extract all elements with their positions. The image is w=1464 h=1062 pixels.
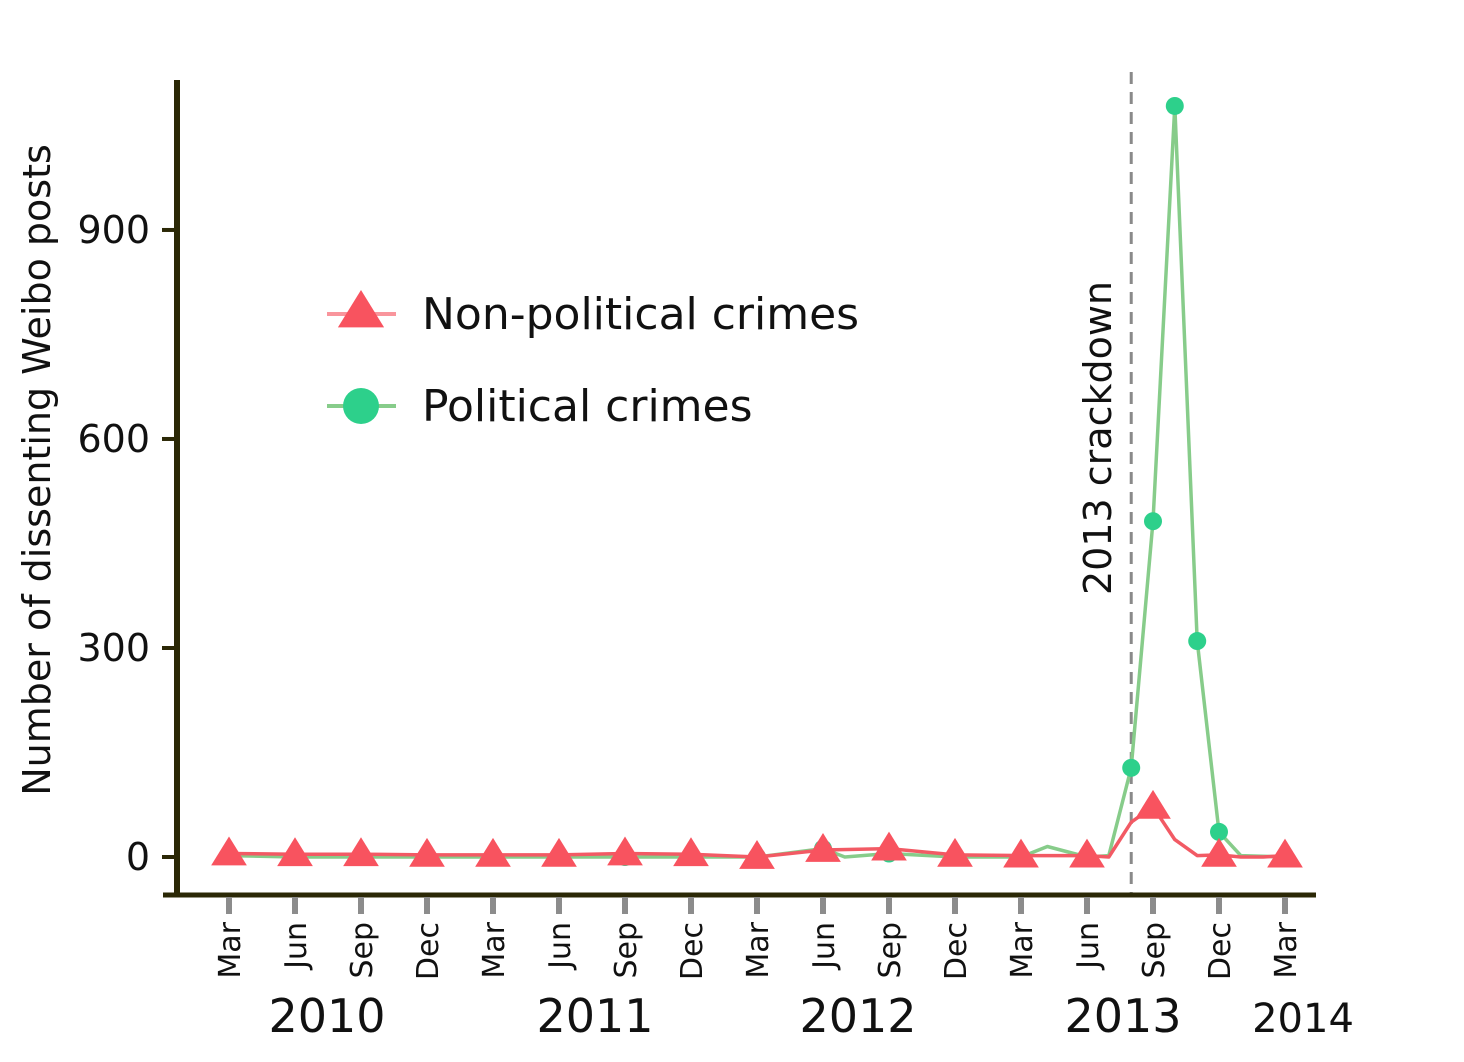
data-point: [673, 837, 709, 867]
x-tick-label: Dec: [411, 922, 446, 980]
x-tick-label: Dec: [675, 922, 710, 980]
data-point: [1201, 837, 1237, 867]
data-point: [541, 837, 577, 867]
data-point: [1122, 758, 1141, 777]
x-tick-label: Dec: [939, 922, 974, 980]
x-year-label: 2011: [536, 989, 653, 1043]
legend: Non-political crimes Political crimes: [327, 289, 859, 432]
data-point: [1003, 838, 1039, 868]
x-tick-label: Mar: [477, 921, 512, 978]
x-tick-label: Dec: [1203, 922, 1238, 980]
legend-label: Non-political crimes: [422, 289, 859, 340]
y-tick-label: 900: [77, 208, 150, 252]
y-tick-label: 300: [77, 626, 150, 670]
legend-item-non-political: Non-political crimes: [327, 289, 859, 340]
x-tick-label: Mar: [1269, 921, 1304, 978]
data-point: [277, 837, 313, 867]
x-tick-label: Jun: [279, 922, 314, 971]
legend-marker: [337, 290, 385, 328]
data-point: [409, 837, 445, 867]
legend-marker: [343, 388, 379, 424]
data-point: [211, 836, 247, 866]
series-layer: [211, 96, 1303, 869]
data-point: [937, 837, 973, 867]
x-tick-label: Mar: [741, 921, 776, 978]
x-tick-label: Sep: [609, 922, 644, 979]
x-year-label: 2010: [268, 989, 385, 1043]
x-year-label: 2013: [1064, 989, 1181, 1043]
x-tick-label: Sep: [1137, 922, 1172, 979]
x-tick-label: Sep: [345, 922, 380, 979]
series-line: [228, 104, 1286, 859]
data-point: [475, 837, 511, 867]
x-tick-label: Jun: [543, 922, 578, 971]
data-point: [1144, 512, 1162, 531]
x-tick-label: Mar: [213, 921, 248, 978]
data-point: [1069, 838, 1105, 868]
y-axis-title: Number of dissenting Weibo posts: [15, 144, 59, 796]
data-point: [1165, 96, 1184, 115]
data-point: [1210, 822, 1228, 841]
axes-layer: 0 300 600 900 Number of dissenting Weibo pos…: [15, 80, 1354, 1043]
crackdown-label: 2013 crackdown: [1076, 281, 1120, 595]
x-tick-label: Jun: [1071, 922, 1106, 971]
x-year-label: 2012: [799, 989, 916, 1043]
data-point: [1135, 789, 1171, 819]
legend-item-political: Political crimes: [327, 381, 753, 432]
data-point: [1267, 838, 1303, 868]
x-year-label: 2014: [1252, 996, 1354, 1042]
data-point: [739, 840, 775, 869]
data-point: [805, 833, 841, 862]
x-tick-label: Sep: [873, 922, 908, 979]
data-point: [1188, 632, 1207, 651]
data-point: [871, 831, 907, 861]
x-tick-label: Mar: [1005, 921, 1040, 978]
x-tick-label: Jun: [807, 922, 842, 971]
series-political: [220, 96, 1294, 866]
y-tick-label: 0: [126, 835, 150, 879]
data-point: [607, 836, 643, 866]
y-tick-label: 600: [77, 417, 150, 461]
legend-label: Political crimes: [422, 381, 753, 432]
data-point: [343, 837, 379, 867]
series-non-political: [211, 789, 1303, 869]
